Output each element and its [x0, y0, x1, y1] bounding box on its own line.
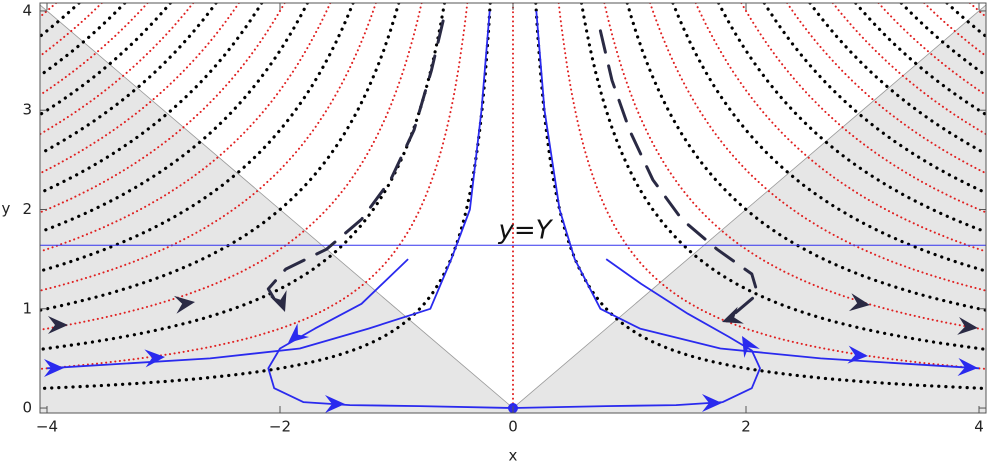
streamline	[649, 3, 986, 292]
arrowhead	[848, 293, 870, 312]
arrowhead	[144, 349, 165, 368]
shade-boundary	[512, 4, 986, 409]
arrowhead	[44, 359, 64, 377]
y-tick-label: 3	[22, 101, 32, 119]
x-axis-label: x	[509, 447, 518, 465]
streamline	[854, 3, 986, 117]
arrowhead	[722, 306, 744, 324]
trajectory	[598, 29, 760, 316]
arrowhead	[173, 295, 195, 314]
streamline	[603, 3, 986, 331]
streamline	[40, 3, 492, 391]
x-tick-label: 4	[974, 418, 984, 436]
x-tick-label: 0	[508, 418, 518, 436]
y-tick-label: 2	[22, 200, 32, 218]
streamline	[40, 3, 149, 97]
x-tick-label: −4	[36, 418, 58, 436]
streamline	[740, 3, 986, 214]
streamline	[945, 3, 986, 38]
reference-label: y=Y	[497, 216, 553, 246]
streamline	[40, 3, 172, 117]
streamline	[40, 3, 447, 351]
streamline	[762, 3, 986, 195]
streamline	[40, 3, 264, 195]
y-axis-label: y	[2, 200, 11, 218]
streamline	[534, 3, 986, 391]
y-tick-label: 0	[22, 399, 32, 417]
trajectory-layer	[40, 10, 986, 413]
arrowhead	[957, 316, 978, 335]
y-tick-label: 4	[22, 1, 32, 19]
arrowhead	[957, 357, 978, 376]
streamline	[40, 3, 218, 156]
streamline	[40, 3, 355, 273]
streamline	[40, 3, 286, 214]
streamline	[40, 3, 469, 370]
streamline	[579, 3, 986, 351]
streamline	[40, 3, 377, 292]
streamline	[40, 3, 58, 18]
arrowhead	[847, 345, 868, 364]
streamline	[625, 3, 986, 312]
streamline	[40, 3, 401, 312]
curves-layer	[40, 3, 986, 413]
streamline	[40, 3, 81, 38]
arrowhead	[269, 290, 287, 312]
trajectory	[512, 258, 761, 409]
arrowhead	[325, 395, 345, 413]
streamline	[40, 3, 103, 57]
arrowhead	[288, 323, 310, 343]
streamline	[808, 3, 986, 156]
shaded-region	[40, 4, 986, 413]
arrowhead	[702, 394, 722, 412]
arrowhead	[742, 336, 760, 358]
arrowhead	[48, 316, 68, 334]
axes-layer: −4 −2 0 2 4 0 1 2 3 4	[22, 1, 987, 436]
streamline	[557, 3, 986, 370]
y-tick-label: 1	[22, 299, 32, 317]
x-tick-label: 2	[741, 418, 751, 436]
streamline	[671, 3, 986, 273]
trajectory	[46, 10, 491, 370]
streamline	[40, 3, 240, 175]
streamline	[40, 3, 127, 78]
streamline	[877, 3, 986, 97]
streamline	[786, 3, 986, 175]
streamline	[923, 3, 986, 57]
streamline	[899, 3, 986, 78]
shade-boundary	[40, 4, 514, 409]
trajectory	[535, 10, 980, 370]
trajectory	[266, 19, 445, 311]
streamline	[968, 3, 986, 18]
streamline	[40, 3, 423, 331]
x-tick-label: −2	[269, 418, 291, 436]
arrow-layer	[44, 290, 978, 413]
shading-layer	[40, 4, 986, 413]
trajectory	[267, 258, 514, 409]
